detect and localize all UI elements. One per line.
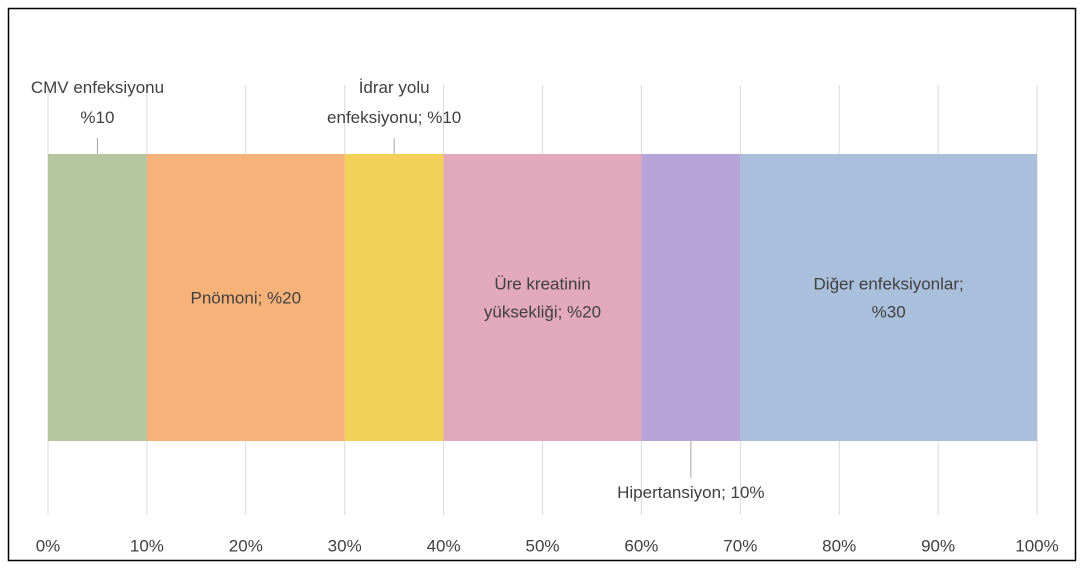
x-tick-label: 90%	[921, 536, 955, 555]
data-label: Hipertansiyon; 10%	[617, 483, 764, 502]
data-label: Üre kreatinin yüksekliği; %20	[484, 275, 601, 322]
bar-segment	[344, 154, 444, 441]
x-tick-label: 0%	[36, 536, 61, 555]
x-tick-label: 40%	[427, 536, 461, 555]
bar-segment	[48, 154, 147, 441]
x-tick-label: 30%	[328, 536, 362, 555]
bar-segment	[641, 154, 741, 441]
bar-segment	[740, 154, 1037, 441]
x-tick-label: 70%	[723, 536, 757, 555]
data-label: CMV enfeksiyonu %10	[31, 78, 164, 127]
bar-segment	[443, 154, 642, 441]
x-tick-label: 10%	[130, 536, 164, 555]
x-tick-label: 20%	[229, 536, 263, 555]
data-label: İdrar yolu enfeksiyonu; %10	[327, 78, 461, 127]
bar-segment	[146, 154, 345, 441]
x-tick-label: 100%	[1015, 536, 1058, 555]
x-tick-label: 80%	[822, 536, 856, 555]
data-label: Pnömoni; %20	[191, 289, 302, 308]
x-tick-label: 60%	[624, 536, 658, 555]
x-tick-label: 50%	[525, 536, 559, 555]
data-label: Diğer enfeksiyonlar; %30	[814, 275, 964, 322]
